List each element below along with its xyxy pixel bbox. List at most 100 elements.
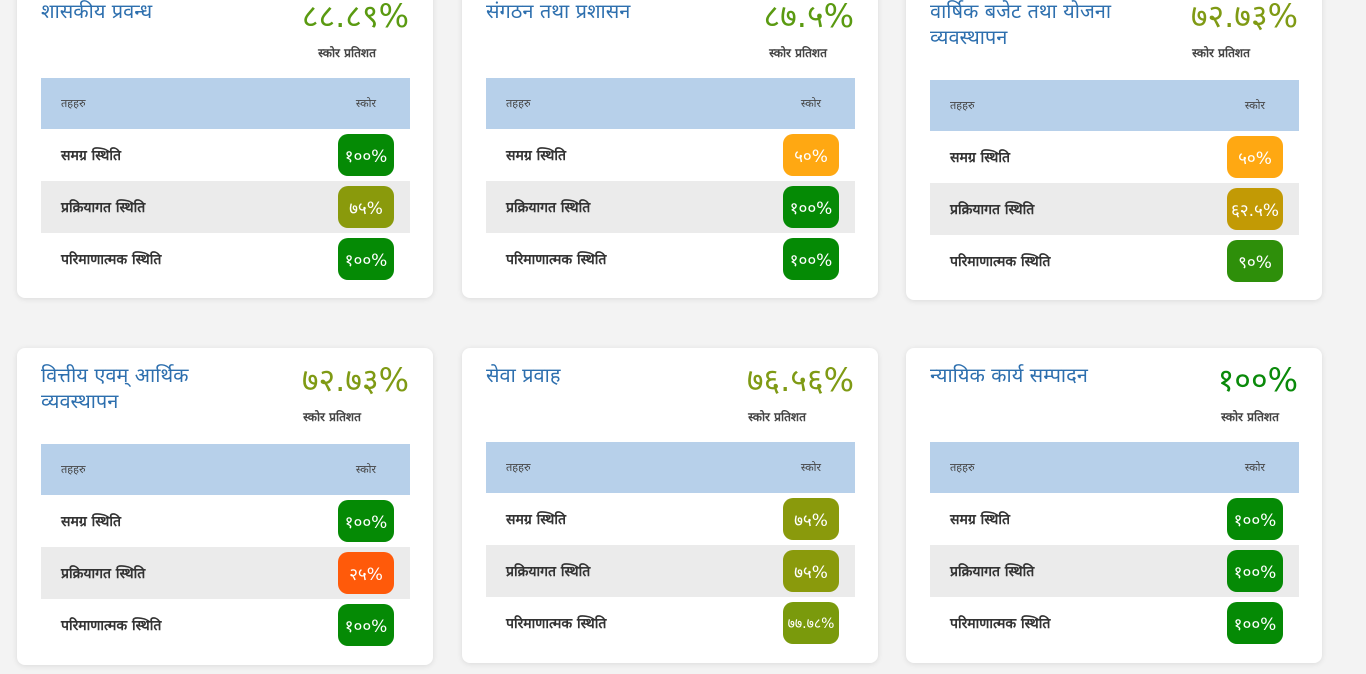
- row-label: परिमाणात्मक स्थिति: [506, 251, 607, 268]
- card-title: सेवा प्रवाह: [486, 363, 561, 387]
- score-table: तहहरु स्कोर समग्र स्थिति ५०% प्रक्रियागत…: [930, 80, 1299, 287]
- row-label: समग्र स्थिति: [61, 513, 121, 530]
- score-table: तहहरु स्कोर समग्र स्थिति १००% प्रक्रियाग…: [930, 442, 1299, 649]
- table-header: तहहरु स्कोर: [930, 442, 1299, 493]
- row-label: समग्र स्थिति: [950, 511, 1010, 528]
- table-row: परिमाणात्मक स्थिति १००%: [41, 233, 410, 285]
- score-badge: ७७.७८%: [783, 602, 839, 644]
- table-row: प्रक्रियागत स्थिति ६२.५%: [930, 183, 1299, 235]
- row-label: प्रक्रियागत स्थिति: [506, 563, 591, 580]
- column-header-indicators: तहहरु: [61, 463, 86, 476]
- score-card-service-delivery: सेवा प्रवाह ७६.५६% स्कोर प्रतिशत तहहरु स…: [462, 348, 878, 663]
- table-row: समग्र स्थिति ५०%: [930, 131, 1299, 183]
- score-badge: १००%: [338, 500, 394, 542]
- table-row: प्रक्रियागत स्थिति ७५%: [41, 181, 410, 233]
- score-card-judicial: न्यायिक कार्य सम्पादन १००% स्कोर प्रतिशत…: [906, 348, 1322, 663]
- row-label: प्रक्रियागत स्थिति: [61, 565, 146, 582]
- score-badge: २५%: [338, 552, 394, 594]
- table-row: परिमाणात्मक स्थिति १००%: [486, 233, 855, 285]
- score-card-governance: शासकीय प्रवन्ध ८८.८९% स्कोर प्रतिशत तहहर…: [17, 0, 433, 298]
- score-badge: ५०%: [783, 134, 839, 176]
- card-score-percent: ८८.८९%: [301, 0, 409, 35]
- score-percent-label: स्कोर प्रतिशत: [748, 410, 806, 424]
- table-header: तहहरु स्कोर: [41, 444, 410, 495]
- score-badge: १००%: [783, 238, 839, 280]
- table-row: परिमाणात्मक स्थिति १००%: [41, 599, 410, 651]
- table-row: परिमाणात्मक स्थिति ७७.७८%: [486, 597, 855, 649]
- score-badge: १००%: [1227, 498, 1283, 540]
- row-label: समग्र स्थिति: [506, 147, 566, 164]
- row-label: परिमाणात्मक स्थिति: [950, 615, 1051, 632]
- score-percent-label: स्कोर प्रतिशत: [1221, 410, 1279, 424]
- table-header: तहहरु स्कोर: [930, 80, 1299, 131]
- score-card-budget-planning: वार्षिक बजेट तथा योजना व्यवस्थापन ७२.७३%…: [906, 0, 1322, 300]
- score-table: तहहरु स्कोर समग्र स्थिति १००% प्रक्रियाग…: [41, 78, 410, 285]
- score-badge: ५०%: [1227, 136, 1283, 178]
- score-card-finance: वित्तीय एवम् आर्थिक व्यवस्थापन ७२.७३% स्…: [17, 348, 433, 665]
- score-badge: १००%: [338, 134, 394, 176]
- column-header-indicators: तहहरु: [506, 97, 531, 110]
- score-badge: ६२.५%: [1227, 188, 1283, 230]
- table-header: तहहरु स्कोर: [486, 442, 855, 493]
- table-row: परिमाणात्मक स्थिति १००%: [930, 597, 1299, 649]
- card-score-percent: ७२.७३%: [1190, 0, 1298, 35]
- card-title: वार्षिक बजेट तथा योजना व्यवस्थापन: [930, 0, 1112, 49]
- score-badge: ७५%: [783, 498, 839, 540]
- table-row: समग्र स्थिति ५०%: [486, 129, 855, 181]
- score-badge: १००%: [338, 604, 394, 646]
- score-percent-label: स्कोर प्रतिशत: [1192, 46, 1250, 60]
- table-row: प्रक्रियागत स्थिति ७५%: [486, 545, 855, 597]
- table-header: तहहरु स्कोर: [41, 78, 410, 129]
- column-header-indicators: तहहरु: [61, 97, 86, 110]
- score-table: तहहरु स्कोर समग्र स्थिति ७५% प्रक्रियागत…: [486, 442, 855, 649]
- score-table: तहहरु स्कोर समग्र स्थिति १००% प्रक्रियाग…: [41, 444, 410, 651]
- card-title: न्यायिक कार्य सम्पादन: [930, 363, 1088, 387]
- column-header-score: स्कोर: [1244, 461, 1265, 474]
- column-header-score: स्कोर: [355, 97, 376, 110]
- column-header-score: स्कोर: [800, 461, 821, 474]
- table-header: तहहरु स्कोर: [486, 78, 855, 129]
- score-badge: १००%: [1227, 550, 1283, 592]
- card-title: शासकीय प्रवन्ध: [41, 0, 153, 23]
- card-score-percent: १००%: [1217, 361, 1298, 399]
- score-badge: १००%: [1227, 602, 1283, 644]
- row-label: परिमाणात्मक स्थिति: [61, 617, 162, 634]
- row-label: परिमाणात्मक स्थिति: [61, 251, 162, 268]
- table-row: समग्र स्थिति १००%: [930, 493, 1299, 545]
- row-label: परिमाणात्मक स्थिति: [506, 615, 607, 632]
- card-score-percent: ७२.७३%: [301, 361, 409, 399]
- card-title: वित्तीय एवम् आर्थिक व्यवस्थापन: [41, 363, 189, 413]
- table-row: परिमाणात्मक स्थिति ९०%: [930, 235, 1299, 287]
- table-row: समग्र स्थिति ७५%: [486, 493, 855, 545]
- score-badge: ७५%: [338, 186, 394, 228]
- column-header-score: स्कोर: [1244, 99, 1265, 112]
- score-badge: १००%: [338, 238, 394, 280]
- score-badge: ९०%: [1227, 240, 1283, 282]
- row-label: परिमाणात्मक स्थिति: [950, 253, 1051, 270]
- table-row: प्रक्रियागत स्थिति १००%: [930, 545, 1299, 597]
- row-label: प्रक्रियागत स्थिति: [61, 199, 146, 216]
- table-row: समग्र स्थिति १००%: [41, 129, 410, 181]
- score-percent-label: स्कोर प्रतिशत: [769, 46, 827, 60]
- row-label: प्रक्रियागत स्थिति: [506, 199, 591, 216]
- column-header-indicators: तहहरु: [950, 99, 975, 112]
- score-badge: ७५%: [783, 550, 839, 592]
- card-score-percent: ७६.५६%: [746, 361, 854, 399]
- row-label: प्रक्रियागत स्थिति: [950, 563, 1035, 580]
- column-header-indicators: तहहरु: [506, 461, 531, 474]
- card-title: संगठन तथा प्रशासन: [486, 0, 631, 23]
- row-label: समग्र स्थिति: [950, 149, 1010, 166]
- row-label: प्रक्रियागत स्थिति: [950, 201, 1035, 218]
- score-percent-label: स्कोर प्रतिशत: [303, 410, 361, 424]
- score-percent-label: स्कोर प्रतिशत: [318, 46, 376, 60]
- score-card-organization: संगठन तथा प्रशासन ८७.५% स्कोर प्रतिशत तह…: [462, 0, 878, 298]
- column-header-score: स्कोर: [355, 463, 376, 476]
- row-label: समग्र स्थिति: [506, 511, 566, 528]
- table-row: प्रक्रियागत स्थिति २५%: [41, 547, 410, 599]
- column-header-indicators: तहहरु: [950, 461, 975, 474]
- score-table: तहहरु स्कोर समग्र स्थिति ५०% प्रक्रियागत…: [486, 78, 855, 285]
- row-label: समग्र स्थिति: [61, 147, 121, 164]
- table-row: समग्र स्थिति १००%: [41, 495, 410, 547]
- table-row: प्रक्रियागत स्थिति १००%: [486, 181, 855, 233]
- score-badge: १००%: [783, 186, 839, 228]
